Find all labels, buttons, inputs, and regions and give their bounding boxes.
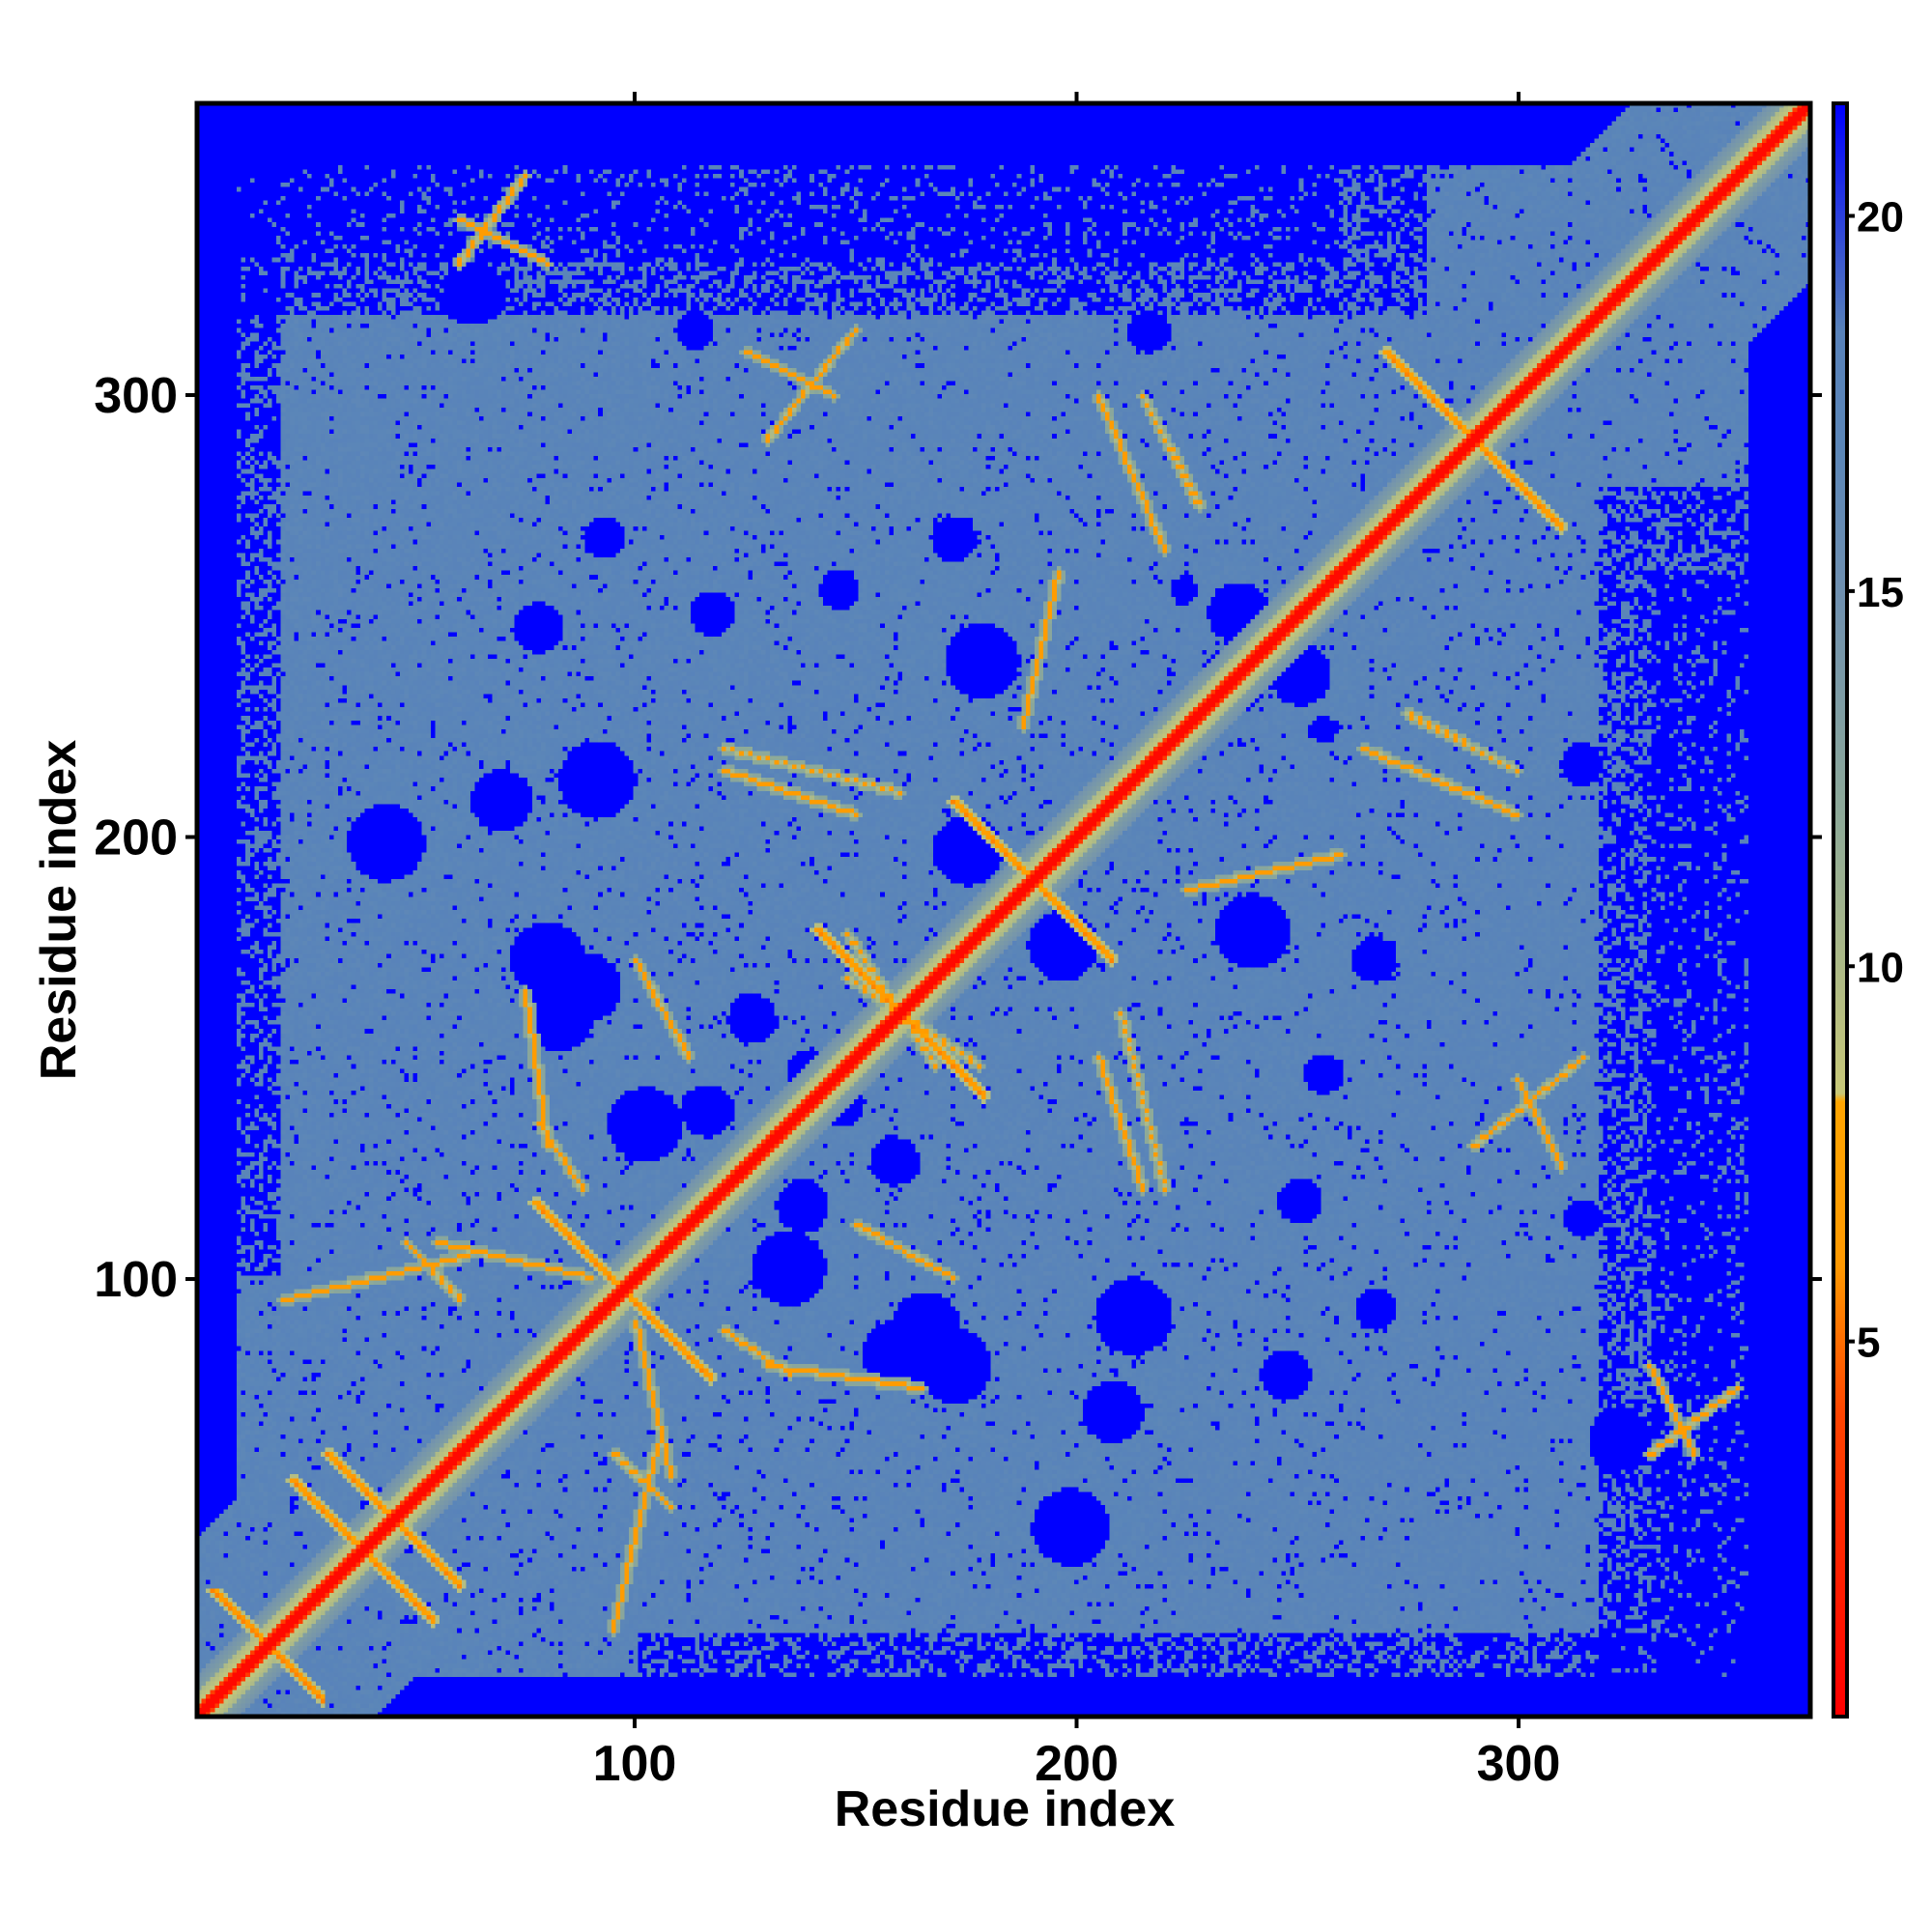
plot-frame bbox=[194, 100, 1813, 1719]
y-axis-title: Residue index bbox=[31, 740, 87, 1081]
heatmap-plot-area bbox=[197, 103, 1810, 1717]
colorbar-tick-label: 5 bbox=[1857, 1320, 1880, 1367]
colorbar-gradient bbox=[1833, 103, 1847, 1717]
colorbar-ticks: 5 10 15 20 bbox=[1847, 194, 1904, 1367]
y-tick-label: 100 bbox=[94, 1252, 178, 1308]
colorbar-frame bbox=[1832, 101, 1849, 1719]
y-axis-ticks: 100 200 300 bbox=[94, 368, 1822, 1308]
y-tick-label: 300 bbox=[94, 368, 178, 424]
x-axis-ticks: 100 200 300 bbox=[593, 92, 1561, 1792]
y-tick-label: 200 bbox=[94, 810, 178, 867]
x-tick-label: 200 bbox=[1035, 1736, 1119, 1792]
x-axis-title: Residue index bbox=[835, 1781, 1176, 1837]
x-tick-label: 300 bbox=[1477, 1736, 1561, 1792]
colorbar-tick-label: 15 bbox=[1857, 569, 1904, 616]
x-tick-label: 100 bbox=[593, 1736, 677, 1792]
colorbar-tick-label: 20 bbox=[1857, 194, 1904, 242]
colorbar-tick-label: 10 bbox=[1857, 944, 1904, 991]
